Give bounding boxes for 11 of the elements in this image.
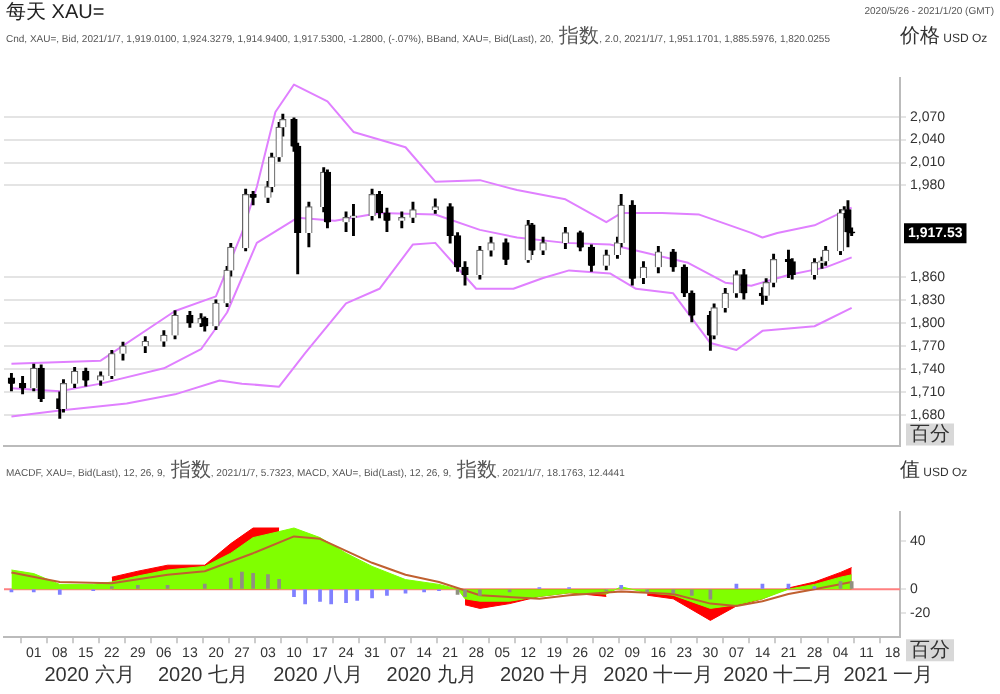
text: 2020 十月 bbox=[499, 662, 590, 687]
text: 2020 六月 bbox=[44, 662, 135, 687]
text: 2021 一月 bbox=[843, 664, 934, 687]
text: 2020 九月 bbox=[386, 662, 477, 687]
text: 2020 八月 bbox=[273, 664, 364, 687]
text: 2020 十一月 bbox=[603, 662, 714, 687]
text: 2020 十二月 bbox=[723, 662, 834, 687]
chart-title: 每天 XAU= bbox=[6, 0, 105, 26]
text: 百分 bbox=[910, 422, 950, 447]
text: 百分 bbox=[910, 637, 950, 662]
text: 2020 七月 bbox=[157, 662, 248, 687]
